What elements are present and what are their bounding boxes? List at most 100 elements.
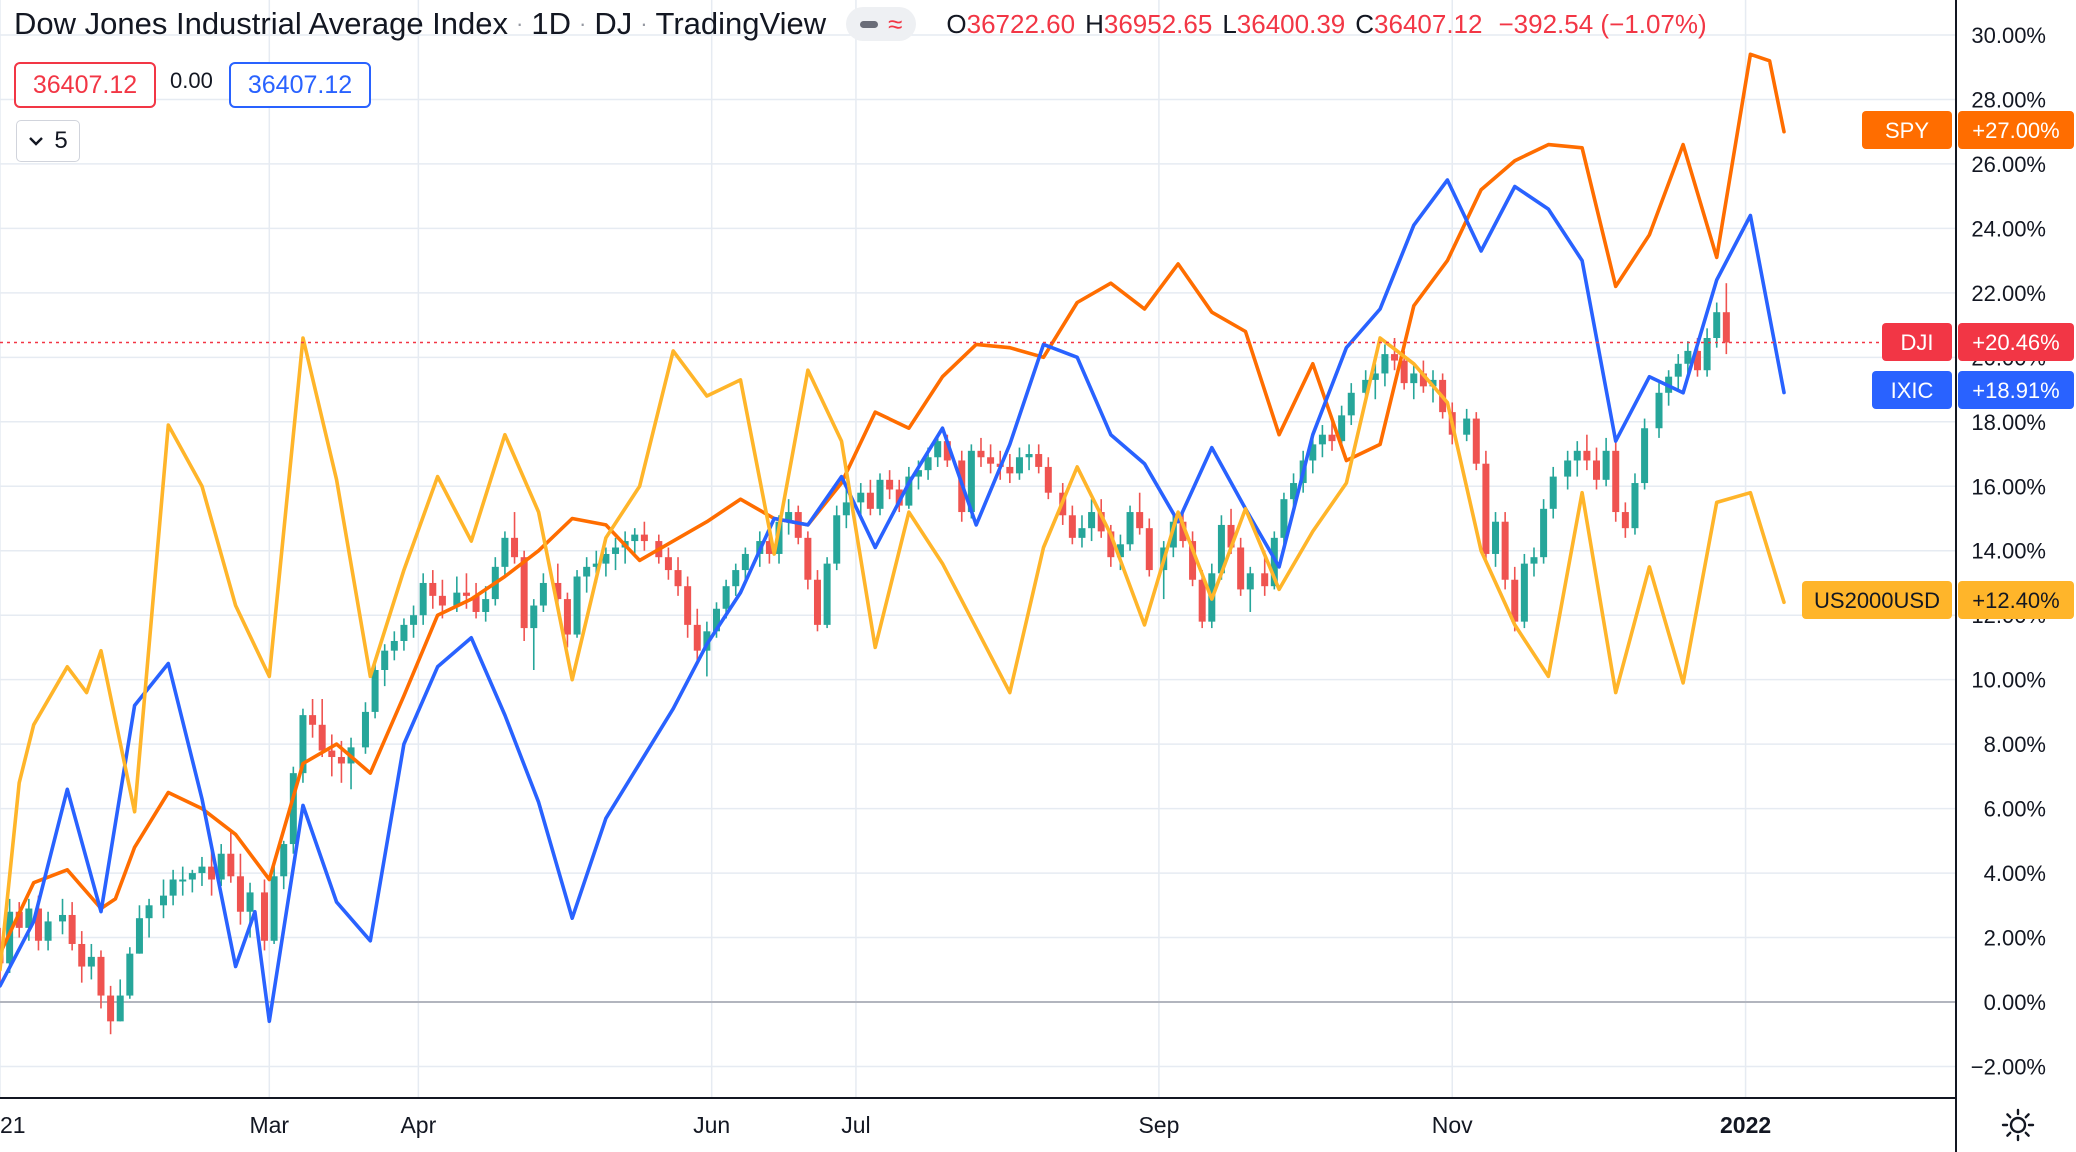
high-key: H — [1085, 8, 1104, 39]
series-line-spy — [0, 52, 1786, 956]
y-tick-label: 14.00% — [1971, 539, 2046, 564]
candle-body — [1530, 557, 1538, 564]
candle-body — [472, 595, 480, 612]
chevron-down-icon — [29, 137, 44, 146]
gear-icon — [2001, 1108, 2035, 1142]
candle-body — [1261, 573, 1269, 587]
candle-body — [1540, 508, 1548, 558]
candle-body — [482, 599, 490, 612]
candle-body — [1126, 512, 1134, 545]
legend-controls-pill[interactable]: ≈ — [846, 7, 917, 41]
candle-body — [1318, 434, 1326, 445]
y-axis-labels[interactable]: 30.00%28.00%26.00%24.00%22.00%20.00%18.0… — [1971, 23, 2046, 1079]
series-value-tag — [1958, 371, 2074, 409]
collapse-indicators-button[interactable]: 5 — [16, 120, 80, 162]
candle-body — [198, 866, 206, 874]
candle-body — [1006, 466, 1014, 474]
candle-body — [842, 502, 850, 516]
series-value-tag — [1958, 323, 2074, 361]
candle-body — [1520, 563, 1528, 622]
y-tick-label: 16.00% — [1971, 474, 2046, 499]
candle-body — [280, 844, 288, 877]
candle-body — [328, 750, 336, 758]
x-tick-label: Apr — [400, 1112, 436, 1138]
candle-body — [713, 608, 721, 632]
series-value-tag-text: +27.00% — [1972, 118, 2059, 143]
y-tick-label: 2.00% — [1984, 926, 2046, 951]
ohlc-values: O36722.60 H36952.65 L36400.39 C36407.12 … — [946, 9, 1706, 40]
candle-body — [765, 541, 773, 554]
candle-body — [1097, 512, 1105, 532]
candle-body — [390, 640, 398, 651]
series-name-tag-text: SPY — [1885, 118, 1929, 143]
candle-body — [208, 866, 216, 880]
candle-body — [87, 956, 95, 967]
x-tick-label: Sep — [1138, 1112, 1179, 1138]
candle-body — [1078, 528, 1086, 538]
sell-price-box[interactable]: 36407.12 — [14, 62, 156, 108]
legend-header[interactable]: Dow Jones Industrial Average Index · 1D … — [14, 6, 1707, 42]
candle-body — [1472, 418, 1480, 464]
x-tick-label: Jul — [841, 1112, 870, 1138]
y-tick-label: 0.00% — [1984, 990, 2046, 1015]
candle-body — [1492, 521, 1500, 554]
candle-body — [563, 599, 571, 635]
buy-price-box[interactable]: 36407.12 — [229, 62, 371, 108]
candle-body — [236, 876, 244, 912]
candle-body — [15, 911, 23, 928]
candle-body — [977, 450, 985, 458]
candle-body — [361, 711, 369, 748]
candle-body — [924, 457, 932, 471]
candle-body — [1641, 428, 1649, 484]
series-line-ixic — [0, 178, 1786, 1024]
candle-body — [1328, 434, 1336, 442]
chart-settings-button[interactable] — [2001, 1108, 2035, 1147]
approx-wave-icon[interactable]: ≈ — [888, 9, 903, 39]
candle-body — [1280, 499, 1288, 538]
y-tick-label: 8.00% — [1984, 732, 2046, 757]
candle-body — [438, 595, 446, 606]
candle-body — [1088, 512, 1096, 529]
y-tick-label: 24.00% — [1971, 216, 2046, 241]
candle-body — [1621, 512, 1629, 529]
candle-body — [1631, 483, 1639, 529]
candle-body — [1511, 579, 1519, 622]
candle-body — [520, 557, 528, 629]
candle-body — [1703, 337, 1711, 371]
separator-dot: · — [578, 11, 587, 36]
low-value: 36400.39 — [1236, 8, 1346, 39]
candle-body — [1583, 450, 1591, 461]
candle-body — [1237, 547, 1245, 590]
candle-body — [573, 576, 581, 635]
source-label: TradingView — [655, 6, 827, 41]
open-value: 36722.60 — [966, 8, 1076, 39]
candle-body — [1573, 450, 1581, 461]
low-key: L — [1222, 8, 1237, 39]
close-key: C — [1355, 8, 1375, 39]
candle-body — [1429, 379, 1437, 387]
candle-body — [583, 566, 591, 577]
candle-body — [1136, 512, 1144, 529]
candle-body — [905, 476, 913, 506]
x-axis-labels[interactable]: 21 Mar Apr Jun Jul Sep Nov 2022 — [0, 1112, 1771, 1138]
interval-label[interactable]: 1D — [531, 6, 571, 41]
high-value: 36952.65 — [1103, 8, 1213, 39]
y-tick-label: 6.00% — [1984, 797, 2046, 822]
minus-icon[interactable] — [860, 20, 879, 28]
symbol-title[interactable]: Dow Jones Industrial Average Index — [14, 6, 509, 41]
change-value: −392.54 (−1.07%) — [1498, 8, 1707, 39]
candle-body — [1198, 579, 1206, 622]
candle-body — [1419, 373, 1427, 387]
candle-body — [1044, 466, 1052, 493]
candle-body — [1713, 312, 1721, 338]
candle-body — [318, 724, 326, 751]
candle-body — [159, 895, 167, 906]
candle-body — [462, 592, 470, 596]
candle-body — [592, 563, 600, 567]
candle-body — [1217, 524, 1225, 574]
indicator-count: 5 — [54, 127, 68, 154]
close-value: 36407.12 — [1374, 8, 1483, 39]
x-tick-label: 2022 — [1720, 1112, 1771, 1138]
candle-body — [1410, 373, 1418, 384]
